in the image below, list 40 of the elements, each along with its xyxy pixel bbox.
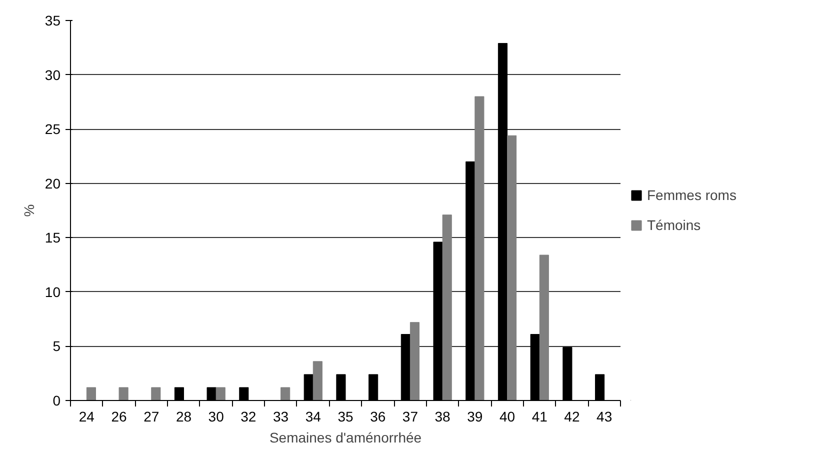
bar (312, 361, 322, 400)
y-tick-label: 35 (44, 12, 61, 28)
x-tick-label: 36 (370, 408, 386, 424)
y-tick-label: 30 (44, 66, 61, 83)
x-tick-label: 33 (273, 408, 289, 424)
x-tick-label: 40 (499, 408, 516, 424)
bar (86, 387, 96, 400)
x-tick-label: 42 (564, 408, 580, 424)
bar (118, 387, 128, 400)
bar (410, 322, 420, 400)
legend-label: Femmes roms (647, 187, 736, 203)
bar (280, 387, 290, 400)
x-tick-label: 28 (176, 408, 192, 424)
x-tick-label: 35 (338, 408, 354, 424)
y-axis-title: % (20, 204, 37, 217)
x-tick-label: 30 (208, 408, 224, 424)
y-tick-label: 5 (52, 338, 61, 354)
x-tick-label: 43 (596, 408, 612, 424)
x-tick-label: 39 (467, 408, 483, 424)
bar (151, 387, 161, 400)
bar (507, 135, 517, 400)
x-tick-label: 26 (111, 408, 128, 424)
x-tick-label: 37 (402, 408, 418, 424)
bar (216, 387, 226, 400)
bar (539, 254, 549, 400)
bar (442, 214, 452, 400)
y-tick-label: 20 (44, 175, 61, 192)
x-tick-label: 34 (305, 408, 322, 424)
y-tick-label: 15 (44, 230, 61, 246)
legend-label: Témoins (647, 217, 701, 233)
x-tick-label: 24 (78, 408, 95, 424)
y-tick-label: 10 (44, 284, 61, 300)
x-tick-label: 41 (532, 408, 548, 424)
bar (474, 96, 484, 400)
y-tick-label: 25 (44, 121, 61, 138)
x-tick-label: 27 (144, 408, 160, 424)
y-tick-label: 0 (52, 392, 61, 408)
x-tick-label: 38 (434, 408, 451, 424)
x-axis-title: Semaines d'aménorrhée (269, 430, 422, 446)
x-tick-label: 32 (240, 408, 256, 424)
